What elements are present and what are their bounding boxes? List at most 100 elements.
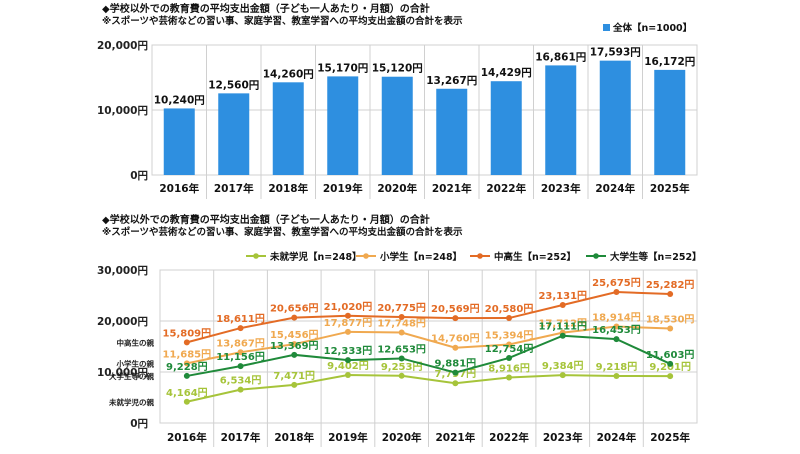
data-label: 9,402円 <box>327 360 369 372</box>
data-label: 8,916円 <box>488 363 530 375</box>
bar <box>545 65 577 175</box>
bar-value-label: 12,560円 <box>208 79 259 91</box>
data-point <box>291 381 298 388</box>
data-point <box>613 336 620 343</box>
side-label: 未就学児の親 <box>109 397 154 407</box>
y-tick-label: 0円 <box>130 418 148 430</box>
data-point <box>183 398 190 405</box>
legend-marker <box>593 253 599 259</box>
data-label: 17,877円 <box>324 317 373 329</box>
data-point <box>452 344 459 351</box>
data-label: 12,653円 <box>377 343 426 355</box>
data-point <box>398 314 405 321</box>
data-point <box>613 289 620 296</box>
data-label: 13,369円 <box>270 340 319 352</box>
data-label: 21,020円 <box>324 301 373 313</box>
data-label: 4,164円 <box>166 387 208 399</box>
line-chart: 0円 10,000円 20,000円 30,000円 2016年 2017年 2018年 20… <box>97 251 702 447</box>
series-line <box>186 374 671 403</box>
y-tick-label: 20,000円 <box>97 316 148 328</box>
x-tick-label: 2018年 <box>274 431 314 444</box>
data-point <box>237 386 244 393</box>
y-tick-label: 30,000円 <box>97 265 148 277</box>
bar-value-label: 17,593円 <box>590 47 641 59</box>
x-tick-label: 2021年 <box>432 182 472 195</box>
legend-label: 全体【n=1000】 <box>612 22 692 34</box>
side-label: 小学生の親 <box>117 358 155 368</box>
data-label: 17,111円 <box>538 321 587 333</box>
data-label: 18,530円 <box>646 313 695 325</box>
data-point <box>291 341 298 348</box>
data-label: 25,282円 <box>646 279 695 291</box>
data-point <box>559 302 566 309</box>
data-label: 9,218円 <box>596 361 638 373</box>
series-line <box>186 334 671 377</box>
data-point <box>667 360 674 367</box>
data-point <box>183 339 190 346</box>
data-point <box>237 363 244 370</box>
bar <box>490 81 522 175</box>
x-tick-label: 2019年 <box>323 182 363 195</box>
data-point <box>291 351 298 358</box>
data-point <box>506 354 513 361</box>
data-label: 17,748円 <box>377 317 426 329</box>
y-tick-label: 0円 <box>130 170 148 182</box>
data-point <box>506 315 513 322</box>
bar <box>436 88 468 175</box>
data-label: 25,675円 <box>592 277 641 289</box>
data-point <box>344 372 351 379</box>
bar <box>381 76 413 175</box>
bar-value-label: 15,170円 <box>317 62 368 74</box>
bar-value-label: 16,861円 <box>535 51 586 63</box>
data-label: 16,453円 <box>592 324 641 336</box>
data-label: 15,394円 <box>485 329 534 341</box>
data-label: 20,656円 <box>270 303 319 315</box>
y-tick-label: 20,000円 <box>97 40 148 52</box>
series-line <box>186 291 671 344</box>
data-label: 11,685円 <box>163 348 212 360</box>
data-point <box>613 323 620 330</box>
bar-value-label: 16,172円 <box>644 56 695 68</box>
data-point <box>506 341 513 348</box>
bar <box>327 76 359 175</box>
bar <box>218 93 250 175</box>
data-point <box>559 372 566 379</box>
x-tick-label: 2022年 <box>489 431 529 444</box>
data-point <box>667 325 674 332</box>
bar <box>599 60 631 175</box>
bar-value-label: 10,240円 <box>154 94 205 106</box>
bar-value-label: 15,120円 <box>372 63 423 75</box>
data-label: 9,228円 <box>166 361 208 373</box>
chart1-title: ◆学校以外での教育費の平均支出金額（子ども一人あたり・月額）の合計 <box>102 4 430 15</box>
bar <box>163 108 195 175</box>
bar-value-label: 14,429円 <box>481 67 532 79</box>
legend-marker <box>477 253 483 259</box>
x-tick-label: 2021年 <box>435 431 475 444</box>
x-tick-label: 2020年 <box>382 431 422 444</box>
x-tick-label: 2016年 <box>167 431 207 444</box>
x-tick-label: 2017年 <box>221 431 261 444</box>
data-label: 20,569円 <box>431 303 480 315</box>
data-point <box>667 373 674 380</box>
data-label: 7,471円 <box>273 370 315 382</box>
data-point <box>183 360 190 367</box>
data-label: 20,580円 <box>485 303 534 315</box>
data-label: 9,201円 <box>649 361 691 373</box>
legend-swatch <box>603 24 610 31</box>
x-tick-label: 2019年 <box>328 431 368 444</box>
data-point <box>183 372 190 379</box>
side-label: 中高生の親 <box>117 337 155 347</box>
data-label: 18,914円 <box>592 312 641 324</box>
x-tick-label: 2017年 <box>214 182 254 195</box>
y-tick-label: 10,000円 <box>97 105 148 117</box>
chart2-title: ◆学校以外での教育費の平均支出金額（子ども一人あたり・月額）の合計 <box>102 215 430 226</box>
data-label: 23,131円 <box>538 290 587 302</box>
data-point <box>344 328 351 335</box>
data-label: 15,456円 <box>270 329 319 341</box>
data-point <box>452 315 459 322</box>
x-tick-label: 2023年 <box>543 431 583 444</box>
side-label: 大学生等の親 <box>109 371 154 381</box>
bar-value-label: 13,267円 <box>426 75 477 87</box>
data-label: 12,333円 <box>324 345 373 357</box>
